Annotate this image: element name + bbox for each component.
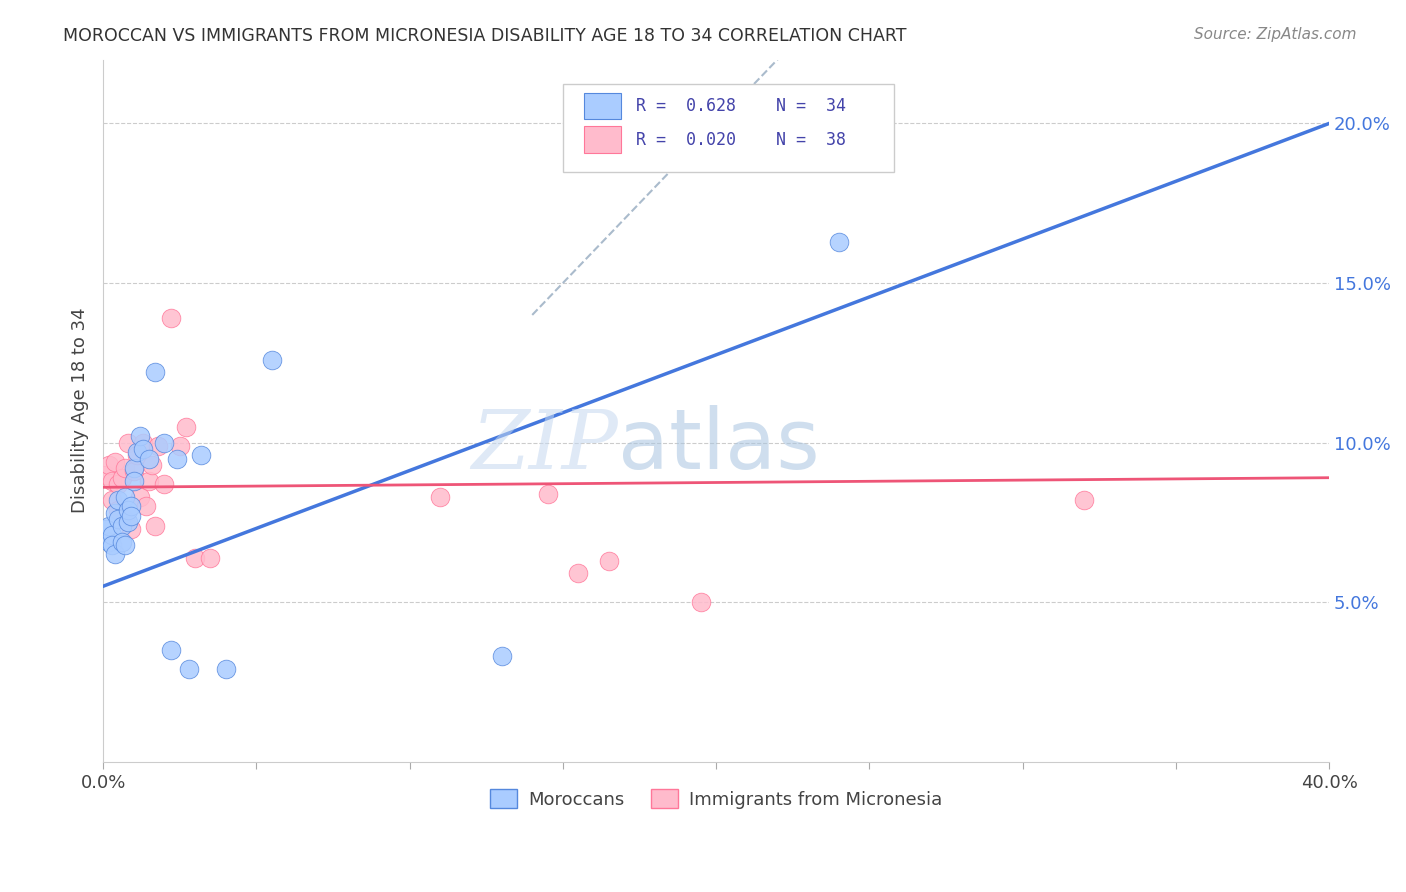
Point bbox=[107, 477, 129, 491]
Point bbox=[98, 458, 121, 472]
Text: ZIP: ZIP bbox=[471, 406, 619, 486]
Point bbox=[174, 419, 197, 434]
Point bbox=[110, 534, 132, 549]
Point bbox=[117, 502, 139, 516]
Point bbox=[138, 474, 160, 488]
Point bbox=[828, 235, 851, 249]
Point bbox=[98, 534, 121, 549]
Legend: Moroccans, Immigrants from Micronesia: Moroccans, Immigrants from Micronesia bbox=[482, 782, 949, 816]
Point bbox=[177, 662, 200, 676]
Point bbox=[114, 512, 136, 526]
Point bbox=[169, 439, 191, 453]
Point bbox=[101, 528, 124, 542]
Point bbox=[122, 461, 145, 475]
Point bbox=[120, 522, 142, 536]
Point bbox=[129, 429, 152, 443]
Point bbox=[200, 550, 222, 565]
Point bbox=[1073, 493, 1095, 508]
Text: atlas: atlas bbox=[619, 405, 820, 486]
Point bbox=[125, 445, 148, 459]
Point bbox=[125, 449, 148, 463]
FancyBboxPatch shape bbox=[562, 84, 894, 172]
Point bbox=[104, 547, 127, 561]
Point bbox=[138, 451, 160, 466]
Point bbox=[132, 442, 155, 456]
Point bbox=[114, 490, 136, 504]
Point bbox=[153, 435, 176, 450]
Point bbox=[110, 471, 132, 485]
Point bbox=[190, 449, 212, 463]
Point bbox=[260, 352, 283, 367]
Point bbox=[135, 500, 157, 514]
Point bbox=[166, 451, 188, 466]
Point bbox=[215, 662, 238, 676]
Point bbox=[98, 518, 121, 533]
Point bbox=[153, 477, 176, 491]
Point bbox=[429, 490, 451, 504]
Y-axis label: Disability Age 18 to 34: Disability Age 18 to 34 bbox=[72, 308, 89, 514]
Point bbox=[129, 490, 152, 504]
Point bbox=[491, 649, 513, 664]
Text: MOROCCAN VS IMMIGRANTS FROM MICRONESIA DISABILITY AGE 18 TO 34 CORRELATION CHART: MOROCCAN VS IMMIGRANTS FROM MICRONESIA D… bbox=[63, 27, 907, 45]
Point bbox=[689, 595, 711, 609]
Point bbox=[120, 500, 142, 514]
Point bbox=[117, 516, 139, 530]
Point bbox=[598, 554, 620, 568]
Text: R =  0.020    N =  38: R = 0.020 N = 38 bbox=[637, 130, 846, 149]
Point bbox=[122, 464, 145, 478]
Bar bbox=[583, 93, 620, 120]
Point bbox=[184, 550, 207, 565]
Point bbox=[536, 486, 558, 500]
Point bbox=[101, 474, 124, 488]
Point bbox=[107, 502, 129, 516]
Point bbox=[132, 435, 155, 450]
Point bbox=[101, 493, 124, 508]
Point bbox=[107, 493, 129, 508]
Point bbox=[122, 474, 145, 488]
Point bbox=[143, 518, 166, 533]
Point bbox=[114, 461, 136, 475]
Point bbox=[104, 455, 127, 469]
Text: R =  0.628    N =  34: R = 0.628 N = 34 bbox=[637, 97, 846, 115]
Point bbox=[96, 522, 118, 536]
Point bbox=[159, 311, 181, 326]
Point bbox=[567, 566, 589, 581]
Point bbox=[96, 467, 118, 482]
Point bbox=[143, 365, 166, 379]
Bar bbox=[583, 127, 620, 153]
Text: Source: ZipAtlas.com: Source: ZipAtlas.com bbox=[1194, 27, 1357, 42]
Point bbox=[104, 506, 127, 520]
Point bbox=[117, 435, 139, 450]
Point bbox=[159, 643, 181, 657]
Point bbox=[120, 508, 142, 523]
Point bbox=[101, 538, 124, 552]
Point bbox=[107, 512, 129, 526]
Point bbox=[148, 439, 170, 453]
Point bbox=[114, 538, 136, 552]
Point bbox=[141, 458, 163, 472]
Point bbox=[110, 518, 132, 533]
